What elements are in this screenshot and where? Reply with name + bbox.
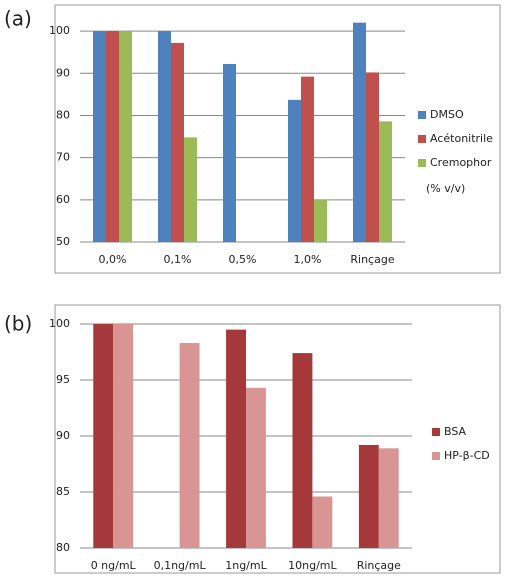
legend-swatch	[418, 111, 426, 119]
legend-swatch	[432, 452, 440, 460]
x-tick-label: 0,5%	[229, 253, 257, 266]
bar	[312, 496, 333, 548]
y-tick-label: 80	[56, 108, 70, 121]
legend-swatch	[418, 159, 426, 167]
y-tick-label: 70	[56, 151, 70, 164]
annotation: (% v/v)	[426, 182, 465, 195]
y-tick-label: 90	[56, 66, 70, 79]
x-tick-label: 0,0%	[99, 253, 127, 266]
bar	[358, 444, 379, 548]
bar	[179, 343, 200, 548]
legend-swatch	[418, 135, 426, 143]
legend-label: Acétonitrile	[430, 132, 493, 145]
y-tick-label: 80	[56, 541, 70, 554]
bar	[314, 199, 327, 242]
y-tick-label: 50	[56, 235, 70, 248]
y-tick-label: 90	[56, 429, 70, 442]
bar	[379, 121, 392, 242]
x-tick-label: 0,1%	[164, 253, 192, 266]
bar	[292, 353, 313, 548]
x-tick-label: Rinçage	[350, 253, 394, 266]
x-tick-label: Rinçage	[357, 559, 401, 572]
bar	[226, 329, 246, 548]
bar	[158, 31, 171, 242]
bar	[106, 31, 119, 242]
legend-label: DMSO	[430, 108, 464, 121]
bar	[93, 31, 106, 242]
y-tick-label: 95	[56, 373, 70, 386]
legend-label: HP-β-CD	[444, 449, 490, 462]
x-tick-label: 0 ng/mL	[91, 559, 137, 572]
bar	[288, 99, 301, 242]
panel-label: (b)	[4, 312, 32, 336]
y-tick-label: 60	[56, 193, 70, 206]
y-tick-label: 85	[56, 485, 70, 498]
bar	[246, 387, 266, 548]
legend-swatch	[432, 428, 440, 436]
bar	[301, 76, 314, 242]
bar	[378, 448, 399, 548]
bar	[353, 22, 366, 243]
y-tick-label: 100	[49, 24, 70, 37]
bar	[223, 63, 236, 243]
x-tick-label: 1ng/mL	[225, 559, 267, 572]
legend-label: BSA	[444, 425, 467, 438]
bar	[93, 324, 114, 548]
x-tick-label: 1,0%	[294, 253, 322, 266]
x-tick-label: 10ng/mL	[288, 559, 337, 572]
x-tick-label: 0,1ng/mL	[154, 559, 207, 572]
bar	[119, 31, 132, 242]
bar	[184, 137, 197, 242]
legend-label: Cremophor	[430, 156, 492, 169]
bar	[366, 72, 379, 242]
bar	[113, 324, 134, 548]
y-tick-label: 100	[49, 317, 70, 330]
panel-label: (a)	[4, 7, 32, 31]
bar	[171, 42, 184, 242]
